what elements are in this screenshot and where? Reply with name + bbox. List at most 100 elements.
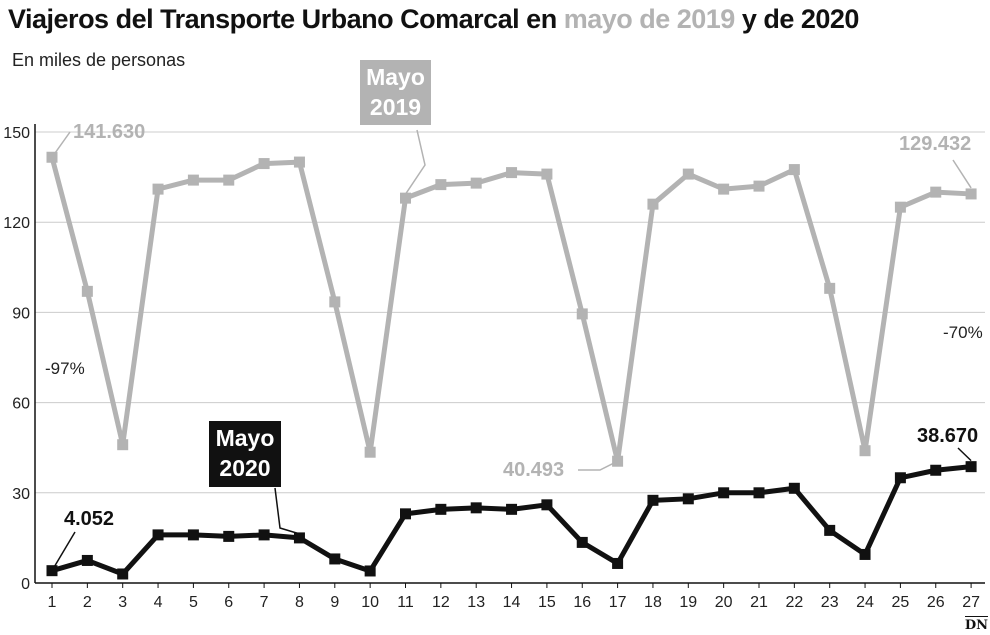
x-tick-label: 20 [715,594,733,611]
publisher-logo: DN [964,616,988,633]
y-tick-label: 60 [12,396,30,413]
data-point [576,536,588,548]
title-highlight: mayo de 2019 [563,4,736,34]
y-tick-label: 120 [3,215,30,232]
data-point [400,192,411,204]
x-tick-label: 25 [892,594,910,611]
data-point [859,445,871,457]
x-tick-label: 16 [573,594,591,611]
x-tick-label: 2 [83,594,92,611]
series-label-2020-text: Mayo [216,425,275,451]
data-point [329,553,341,565]
pct-change-right: -70% [943,323,983,342]
data-point [788,482,800,494]
data-point [647,198,659,210]
data-point [930,464,942,476]
leader-line [957,447,972,462]
data-point [223,174,235,186]
data-point [682,493,694,505]
data-point [81,554,93,566]
series-label-2019-box [360,60,431,125]
x-tick-label: 9 [330,594,339,611]
data-point [435,179,447,191]
data-point [859,548,871,560]
y-tick-label: 150 [3,125,30,142]
data-point [117,568,129,580]
chart-subtitle: En miles de personas [12,50,186,70]
data-point [293,156,305,168]
leader-line [51,131,71,158]
data-point [965,188,977,200]
data-point [824,524,836,536]
data-point [435,503,447,515]
x-tick-label: 15 [538,594,556,611]
data-point [894,472,906,484]
data-point [470,177,482,189]
data-point [612,557,624,569]
data-point [894,201,906,213]
data-point [258,529,270,541]
x-tick-label: 17 [609,594,627,611]
title-part1: Viajeros del Transporte Urbano Comarcal … [8,4,564,34]
x-tick-label: 13 [467,594,485,611]
x-tick-label: 14 [503,594,521,611]
data-point [824,282,836,294]
data-point [718,487,730,499]
x-tick-label: 8 [295,594,304,611]
leader-line [274,487,300,535]
data-point [152,529,164,541]
data-point [258,158,270,170]
data-point [788,164,800,176]
leader-line [952,159,972,189]
data-point [682,168,694,180]
data-point [400,508,411,520]
x-tick-label: 22 [785,594,803,611]
y-tick-label: 0 [21,576,30,593]
title-part3: y de 2020 [734,4,860,34]
series-line-2019 [49,156,972,464]
data-label-first-2019: 141.630 [73,121,145,143]
data-point [506,167,518,179]
series-label-2020-box [209,421,281,487]
data-point [81,285,93,297]
data-point [364,565,376,577]
x-tick-label: 7 [260,594,269,611]
data-label-last-2020: 38.670 [917,425,978,447]
leader-line [404,129,426,195]
x-tick-label: 27 [962,594,980,611]
x-tick-label: 21 [750,594,768,611]
x-tick-label: 11 [397,594,414,611]
x-tick-label: 6 [224,594,233,611]
series-label-2019-text: Mayo [366,64,425,90]
data-point [930,186,942,198]
x-tick-label: 4 [154,594,163,611]
data-point [293,532,305,544]
data-point [753,487,765,499]
x-tick-label: 19 [679,594,697,611]
y-tick-label: 90 [12,305,30,322]
pct-change-left: -97% [45,359,85,378]
data-point [965,461,977,473]
x-tick-label: 12 [432,594,450,611]
data-point [541,168,553,180]
series-label-2019-text: 2019 [370,94,421,120]
data-point [364,446,376,458]
data-point [152,183,164,195]
x-tick-label: 18 [644,594,662,611]
series-line-2020 [51,464,972,577]
data-label-min-2019: 40.493 [503,459,564,481]
data-point [576,308,588,320]
data-point [718,183,730,195]
data-point [329,296,341,308]
data-point [647,494,659,506]
data-point [187,174,199,186]
x-tick-label: 5 [189,594,198,611]
data-point [541,499,553,511]
y-tick-label: 30 [12,486,30,503]
x-tick-label: 10 [361,594,379,611]
data-point [506,503,518,515]
data-point [470,502,482,514]
leader-line [51,531,76,572]
x-tick-label: 3 [118,594,127,611]
